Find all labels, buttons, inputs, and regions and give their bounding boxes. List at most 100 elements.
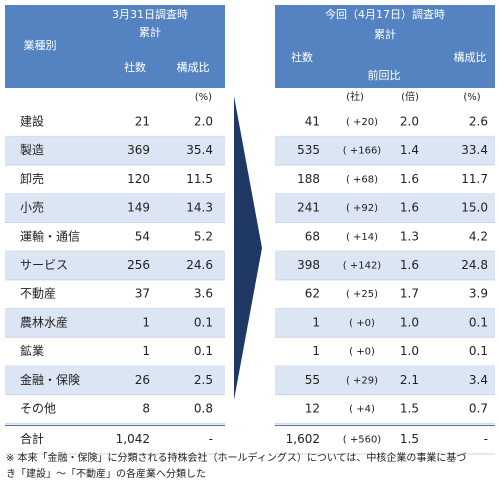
row-bg [275,308,495,338]
count-cell: 12 [305,402,320,416]
share-cell: 0.1 [194,344,213,358]
share-header: 構成比 [177,61,210,74]
share-cell: 15.0 [461,201,488,215]
count-cell: 55 [305,373,320,387]
ratio-cell: 2.1 [400,373,419,387]
right-title: 今回（4月17日）調査時 [325,7,445,21]
count-cell: 1,602 [286,432,320,446]
left-title: 3月31日調査時 [112,7,188,21]
share-header: 構成比 [454,51,487,64]
count-cell: 26 [135,373,150,387]
row-bg [275,251,495,280]
count-cell: 1 [142,315,150,329]
share-cell: 0.8 [194,402,213,416]
left-header-bg [5,5,225,88]
change-cell: ( +14) [346,232,378,243]
count-header: 社数 [124,60,146,74]
change-cell: ( +20) [346,117,378,128]
unit-label: (%) [195,92,212,103]
share-cell: 5.2 [194,229,213,243]
change-cell: ( +68) [346,174,378,185]
industry-cell: 不動産 [20,286,56,301]
count-cell: 62 [305,287,320,301]
industry-cell: 卸売 [20,171,44,186]
count-header: 社数 [291,50,313,64]
unit-label: (倍) [401,90,419,103]
share-cell: 2.0 [194,115,213,129]
count-cell: 41 [305,115,320,129]
count-cell: 369 [127,143,150,157]
share-cell: 24.8 [461,258,488,272]
change-cell: ( +29) [346,375,378,386]
row-bg [5,251,225,280]
unit-label: (%) [463,92,480,103]
count-cell: 8 [142,402,150,416]
share-cell: - [209,432,213,446]
note: き「建設」～「不動産」の各産業へ分類した [6,467,206,480]
ratio-cell: 1.4 [400,143,419,157]
industry-cell: 金融・保険 [20,372,80,387]
cumulative-header: 累計 [374,27,396,41]
share-cell: 2.6 [469,115,488,129]
count-cell: 1 [312,344,320,358]
count-cell: 1 [142,344,150,358]
share-cell: 24.6 [186,258,213,272]
share-cell: 3.6 [194,287,213,301]
row-bg [5,136,225,166]
change-cell: ( +92) [346,203,378,214]
share-cell: 2.5 [194,373,213,387]
table-body: 建設 21 2.0 41 ( +20) 2.0 2.6 製造 369 35.4 535 ( +166)… [5,114,495,455]
change-cell: ( +560) [343,435,382,446]
count-cell: 256 [127,258,150,272]
share-cell: 0.1 [469,344,488,358]
row-bg [275,365,495,395]
arrow [234,96,262,400]
share-cell: 11.7 [461,172,488,186]
industry-cell: 運輸・通信 [20,228,80,243]
category-header: 業種別 [24,38,57,52]
industry-cell: その他 [20,402,56,416]
industry-cell: 小売 [20,200,44,215]
count-cell: 535 [297,143,320,157]
ratio-cell: 1.0 [400,344,419,358]
change-cell: ( +0) [349,347,375,358]
ratio-cell: 1.0 [400,315,419,329]
row-bg [5,308,225,338]
industry-cell: サービス [20,258,68,272]
change-cell: ( +4) [349,404,375,415]
share-cell: - [484,432,488,446]
row-bg [275,193,495,223]
count-cell: 68 [305,229,320,243]
share-cell: 0.1 [194,315,213,329]
ratio-cell: 1.6 [400,258,419,272]
share-cell: 3.9 [469,287,488,301]
unit-label: (社) [346,90,364,103]
share-cell: 0.7 [469,402,488,416]
ratio-cell: 1.5 [400,432,419,446]
row-bg [5,365,225,395]
note: ※ 本来「金融・保険」に分類される持株会社（ホールディングス）については、中核企… [6,451,466,464]
industry-cell: 合計 [20,431,44,446]
industry-cell: 建設 [20,114,44,129]
cumulative-header: 累計 [139,25,161,39]
right-header-bg [275,5,495,88]
change-header: 前回比 [368,68,401,82]
ratio-cell: 1.3 [400,229,419,243]
ratio-cell: 1.6 [400,201,419,215]
change-cell: ( +166) [343,146,382,157]
count-cell: 120 [127,172,150,186]
industry-cell: 製造 [20,143,44,157]
count-cell: 149 [127,201,150,215]
ratio-cell: 1.5 [400,402,419,416]
ratio-cell: 2.0 [400,115,419,129]
count-cell: 21 [135,115,150,129]
count-cell: 241 [297,201,320,215]
share-cell: 11.5 [186,172,213,186]
share-cell: 4.2 [469,229,488,243]
share-cell: 3.4 [469,373,488,387]
row-bg [275,136,495,166]
share-cell: 14.3 [186,201,213,215]
change-cell: ( +25) [346,289,378,300]
